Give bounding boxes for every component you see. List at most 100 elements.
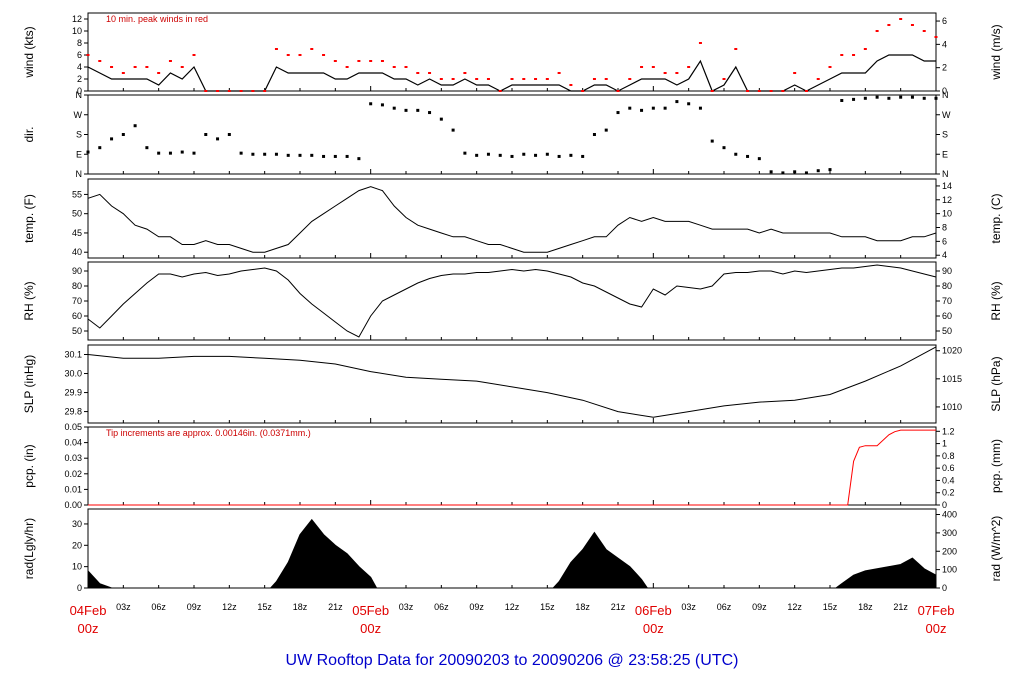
wind-peak-point bbox=[863, 48, 867, 50]
wind-peak-point bbox=[887, 24, 891, 26]
wind-peak-point bbox=[145, 66, 149, 68]
dir-point bbox=[121, 133, 125, 136]
y-axis-label-left: dir. bbox=[22, 126, 36, 142]
y-axis-label-right: SLP (hPa) bbox=[989, 356, 1003, 411]
wind-peak-point bbox=[463, 72, 467, 74]
x-hour-label: 15z bbox=[823, 602, 838, 612]
wind-peak-point bbox=[746, 90, 750, 92]
wind-peak-point bbox=[345, 66, 349, 68]
dir-point bbox=[475, 153, 479, 157]
dir-point bbox=[863, 96, 867, 100]
dir-point bbox=[227, 133, 231, 136]
y-tick-label-left: 0.04 bbox=[64, 438, 82, 448]
y-tick-label-left: 55 bbox=[72, 189, 82, 199]
wind-peak-point bbox=[121, 72, 125, 74]
wind-peak-point bbox=[816, 78, 820, 80]
y-axis-label-left: temp. (F) bbox=[22, 194, 36, 243]
x-hour-label: 03z bbox=[681, 602, 696, 612]
dir-point bbox=[380, 103, 384, 107]
wind-peak-point bbox=[333, 60, 337, 62]
wind-peak-point bbox=[793, 72, 797, 74]
dir-point bbox=[310, 153, 314, 157]
dir-point bbox=[263, 152, 267, 156]
dir-point bbox=[698, 106, 702, 110]
dir-point bbox=[804, 171, 808, 175]
x-date-time-label: 00z bbox=[360, 621, 381, 636]
panel-note: 10 min. peak winds in red bbox=[106, 14, 208, 24]
dir-point bbox=[922, 96, 926, 100]
wind-peak-point bbox=[192, 54, 196, 56]
y-tick-label-right: 0.4 bbox=[942, 475, 955, 485]
y-axis-label-left: SLP (inHg) bbox=[22, 355, 36, 413]
x-hour-label: 06z bbox=[434, 602, 449, 612]
wind-peak-point bbox=[475, 78, 479, 80]
y-tick-label-left: 50 bbox=[72, 209, 82, 219]
dir-point bbox=[651, 106, 655, 110]
dir-point bbox=[192, 151, 196, 155]
y-tick-label-right: N bbox=[942, 90, 949, 100]
dir-point bbox=[357, 157, 361, 161]
panel-note: Tip increments are approx. 0.00146in. (0… bbox=[106, 428, 311, 438]
y-tick-label-right: N bbox=[942, 169, 949, 179]
dir-point bbox=[180, 150, 184, 154]
y-axis-label-right: wind (m/s) bbox=[989, 24, 1003, 80]
dir-point bbox=[274, 152, 278, 156]
y-tick-label-right: 0.6 bbox=[942, 463, 955, 473]
dir-point bbox=[840, 98, 844, 102]
x-hour-label: 21z bbox=[328, 602, 343, 612]
wind-peak-point bbox=[239, 90, 243, 92]
wind-peak-point bbox=[781, 90, 785, 92]
y-tick-label-right: W bbox=[942, 110, 951, 120]
y-tick-label-left: 0 bbox=[77, 583, 82, 593]
y-tick-label-left: 10 bbox=[72, 26, 82, 36]
dir-point bbox=[204, 133, 208, 136]
wind-peak-point bbox=[451, 78, 455, 80]
dir-point bbox=[298, 153, 302, 157]
x-hour-label: 06z bbox=[151, 602, 166, 612]
dir-point bbox=[216, 137, 220, 141]
wind-peak-point bbox=[251, 90, 255, 92]
x-hour-label: 12z bbox=[505, 602, 520, 612]
dir-point bbox=[746, 154, 750, 158]
x-date-time-label: 00z bbox=[643, 621, 664, 636]
x-date-label: 06Feb bbox=[635, 603, 672, 618]
dir-point bbox=[604, 128, 608, 132]
dir-point bbox=[769, 170, 773, 174]
wind-peak-point bbox=[828, 66, 832, 68]
dir-point bbox=[899, 95, 903, 99]
dir-point bbox=[592, 133, 596, 136]
y-tick-label-left: 70 bbox=[72, 296, 82, 306]
y-tick-label-left: 30 bbox=[72, 519, 82, 529]
y-tick-label-left: 0.05 bbox=[64, 422, 82, 432]
y-tick-label-right: 90 bbox=[942, 266, 952, 276]
x-hour-label: 03z bbox=[399, 602, 414, 612]
panel-slp: 29.8 29.9 30.0 30.1 1010 1015 1020 SLP (inHg) SL… bbox=[22, 344, 1003, 424]
wind-peak-point bbox=[439, 78, 443, 80]
wind-peak-point bbox=[274, 48, 278, 50]
dir-point bbox=[286, 153, 290, 157]
wind-peak-point bbox=[604, 78, 608, 80]
dir-point bbox=[98, 146, 102, 150]
y-tick-label-right: 2 bbox=[942, 63, 947, 73]
dir-point bbox=[439, 117, 443, 121]
wind-peak-point bbox=[157, 72, 161, 74]
y-tick-label-right: 300 bbox=[942, 528, 957, 538]
wind-peak-point bbox=[522, 78, 526, 80]
x-date-time-label: 00z bbox=[78, 621, 99, 636]
y-tick-label-left: 0.01 bbox=[64, 484, 82, 494]
y-tick-label-left: 29.8 bbox=[64, 407, 82, 417]
dir-point bbox=[934, 96, 938, 100]
wind-peak-point bbox=[769, 90, 773, 92]
x-hour-label: 09z bbox=[187, 602, 202, 612]
dir-point bbox=[157, 151, 161, 155]
y-tick-label-right: 0.8 bbox=[942, 451, 955, 461]
panel-temp: 40 45 50 55 4 6 8 10 12 14 temp. (F) temp. (C) bbox=[22, 178, 1003, 260]
dir-point bbox=[557, 154, 561, 158]
wind-peak-point bbox=[227, 90, 231, 92]
y-axis-label-right: pcp. (mm) bbox=[989, 439, 1003, 493]
dir-point bbox=[581, 154, 585, 158]
wind-speed-line bbox=[87, 54, 936, 92]
y-tick-label-left: S bbox=[76, 130, 82, 140]
wind-peak-point bbox=[86, 54, 90, 56]
